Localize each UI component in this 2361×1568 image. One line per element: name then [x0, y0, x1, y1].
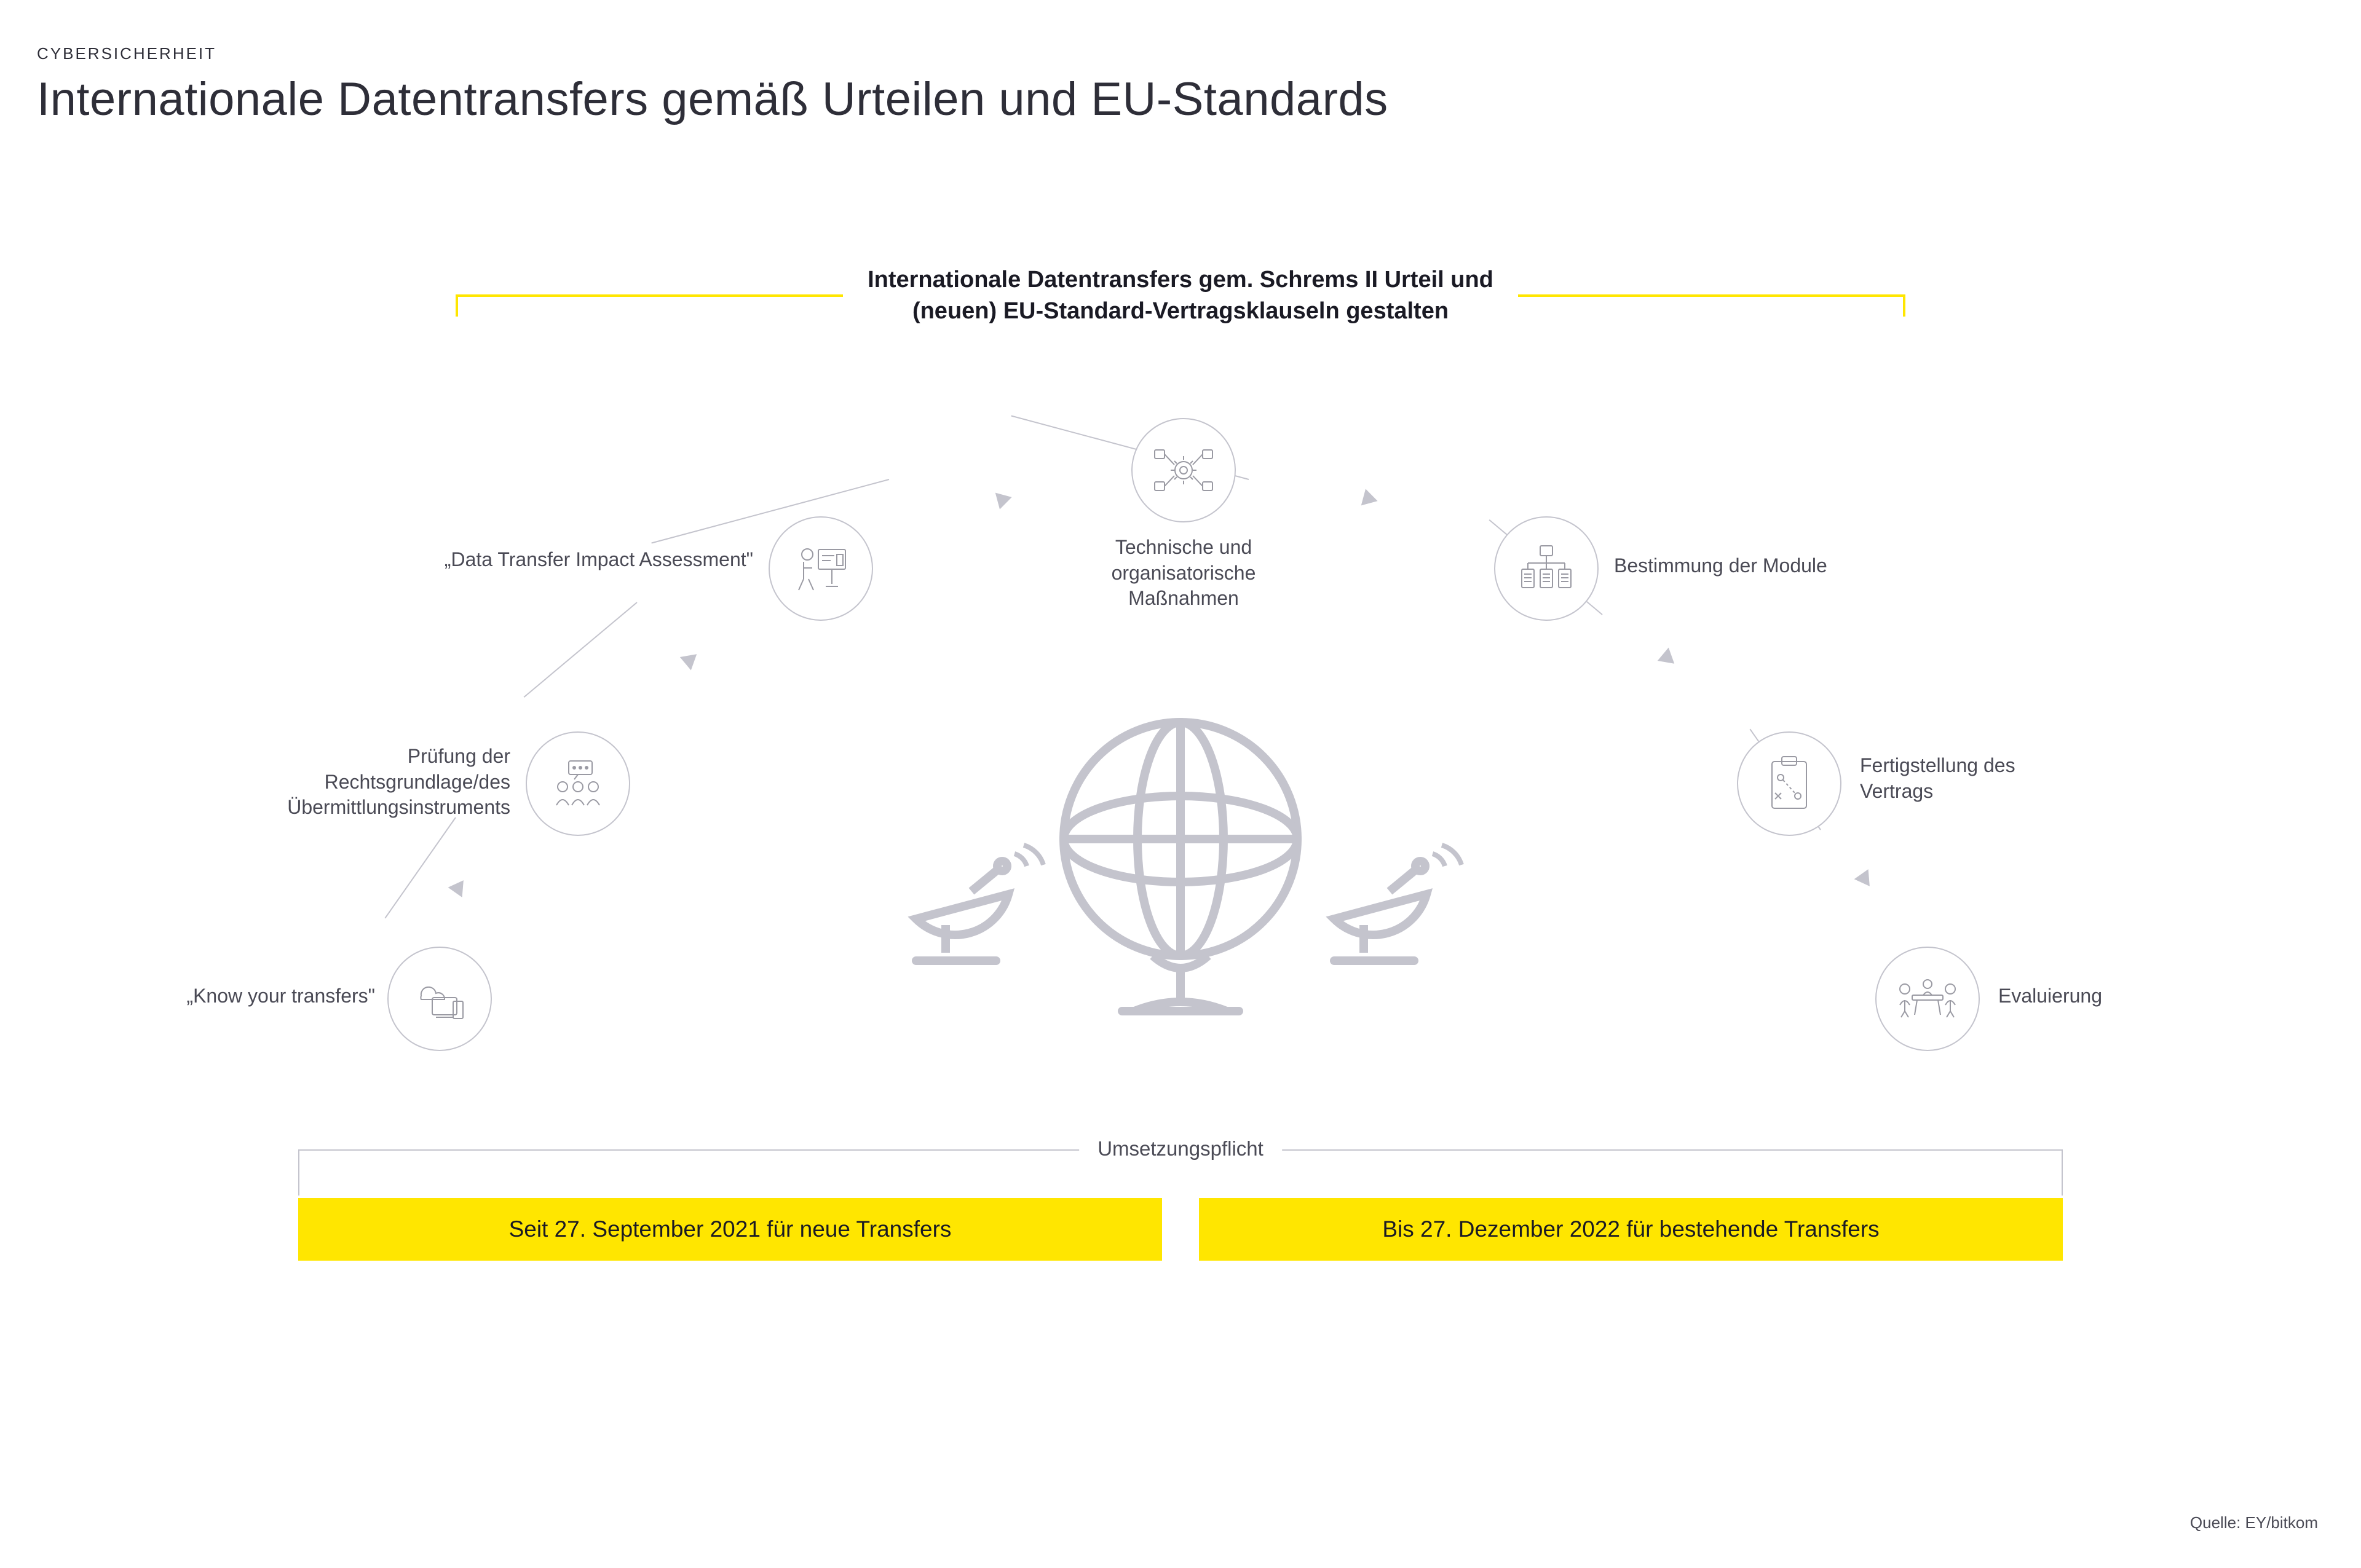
node-know-your-transfers: [387, 947, 492, 1051]
connector-2-3: [524, 602, 638, 698]
connector-1-2: [384, 817, 456, 918]
umsetzungspflicht-frame: Umsetzungspflicht: [298, 1149, 2063, 1196]
label-fertigstellung: Fertigstellung des Vertrags: [1860, 753, 2044, 804]
label-know-your-transfers: „Know your transfers": [135, 983, 375, 1009]
node-fertigstellung: [1737, 731, 1841, 836]
umsetzungspflicht-label: Umsetzungspflicht: [1079, 1137, 1282, 1160]
label-module: Bestimmung der Module: [1614, 553, 1884, 579]
arrow-3-4: [995, 489, 1014, 509]
label-pruefung: Prüfung der Rechtsgrundlage/des Übermitt…: [240, 744, 510, 821]
label-technische: Technische und organisatorische Maßnahme…: [1079, 535, 1288, 612]
arrow-6-7: [1854, 869, 1877, 891]
presenter-icon: [790, 541, 852, 596]
source-attribution: Quelle: EY/bitkom: [2190, 1513, 2318, 1532]
deadline-bar-new-transfers: Seit 27. September 2021 für neue Transfe…: [298, 1198, 1162, 1261]
cloud-devices-icon: [409, 974, 470, 1023]
gear-network-icon: [1150, 443, 1217, 498]
subtitle-text: Internationale Datentransfers gem. Schre…: [843, 264, 1518, 328]
node-pruefung: [526, 731, 630, 836]
process-arc-diagram: „Know your transfers" Prüfung der Rechts…: [234, 344, 2127, 1119]
label-dtia: „Data Transfer Impact Assessment": [384, 547, 753, 573]
arrow-1-2: [448, 875, 471, 897]
subtitle-line-2: (neuen) EU-Standard-Vertragsklauseln ges…: [912, 298, 1449, 324]
label-evaluierung: Evaluierung: [1998, 983, 2183, 1009]
center-globe-art: [833, 691, 1528, 1036]
node-technische: [1131, 418, 1236, 522]
subtitle-rule-left: [456, 294, 843, 297]
arrow-5-6: [1658, 648, 1680, 671]
arrow-4-5: [1361, 489, 1380, 509]
people-chat-icon: [547, 756, 609, 811]
node-module: [1494, 516, 1599, 621]
arrow-2-3: [680, 648, 702, 671]
eyebrow-text: CYBERSICHERHEIT: [37, 44, 216, 63]
clipboard-icon: [1765, 753, 1814, 814]
page-title: Internationale Datentransfers gemäß Urte…: [37, 73, 1388, 126]
subtitle-bar: Internationale Datentransfers gem. Schre…: [0, 264, 2361, 328]
org-docs-icon: [1516, 541, 1577, 596]
node-dtia: [769, 516, 873, 621]
subtitle-rule-right: [1518, 294, 1905, 297]
umsetzungspflicht-section: Umsetzungspflicht Seit 27. September 202…: [298, 1149, 2063, 1261]
subtitle-line-1: Internationale Datentransfers gem. Schre…: [868, 267, 1493, 293]
deadline-bar-existing-transfers: Bis 27. Dezember 2022 für bestehende Tra…: [1199, 1198, 2063, 1261]
globe-icon: [833, 691, 1528, 1036]
umsetzungspflicht-bars: Seit 27. September 2021 für neue Transfe…: [298, 1198, 2063, 1261]
meeting-icon: [1894, 974, 1961, 1023]
node-evaluierung: [1875, 947, 1980, 1051]
